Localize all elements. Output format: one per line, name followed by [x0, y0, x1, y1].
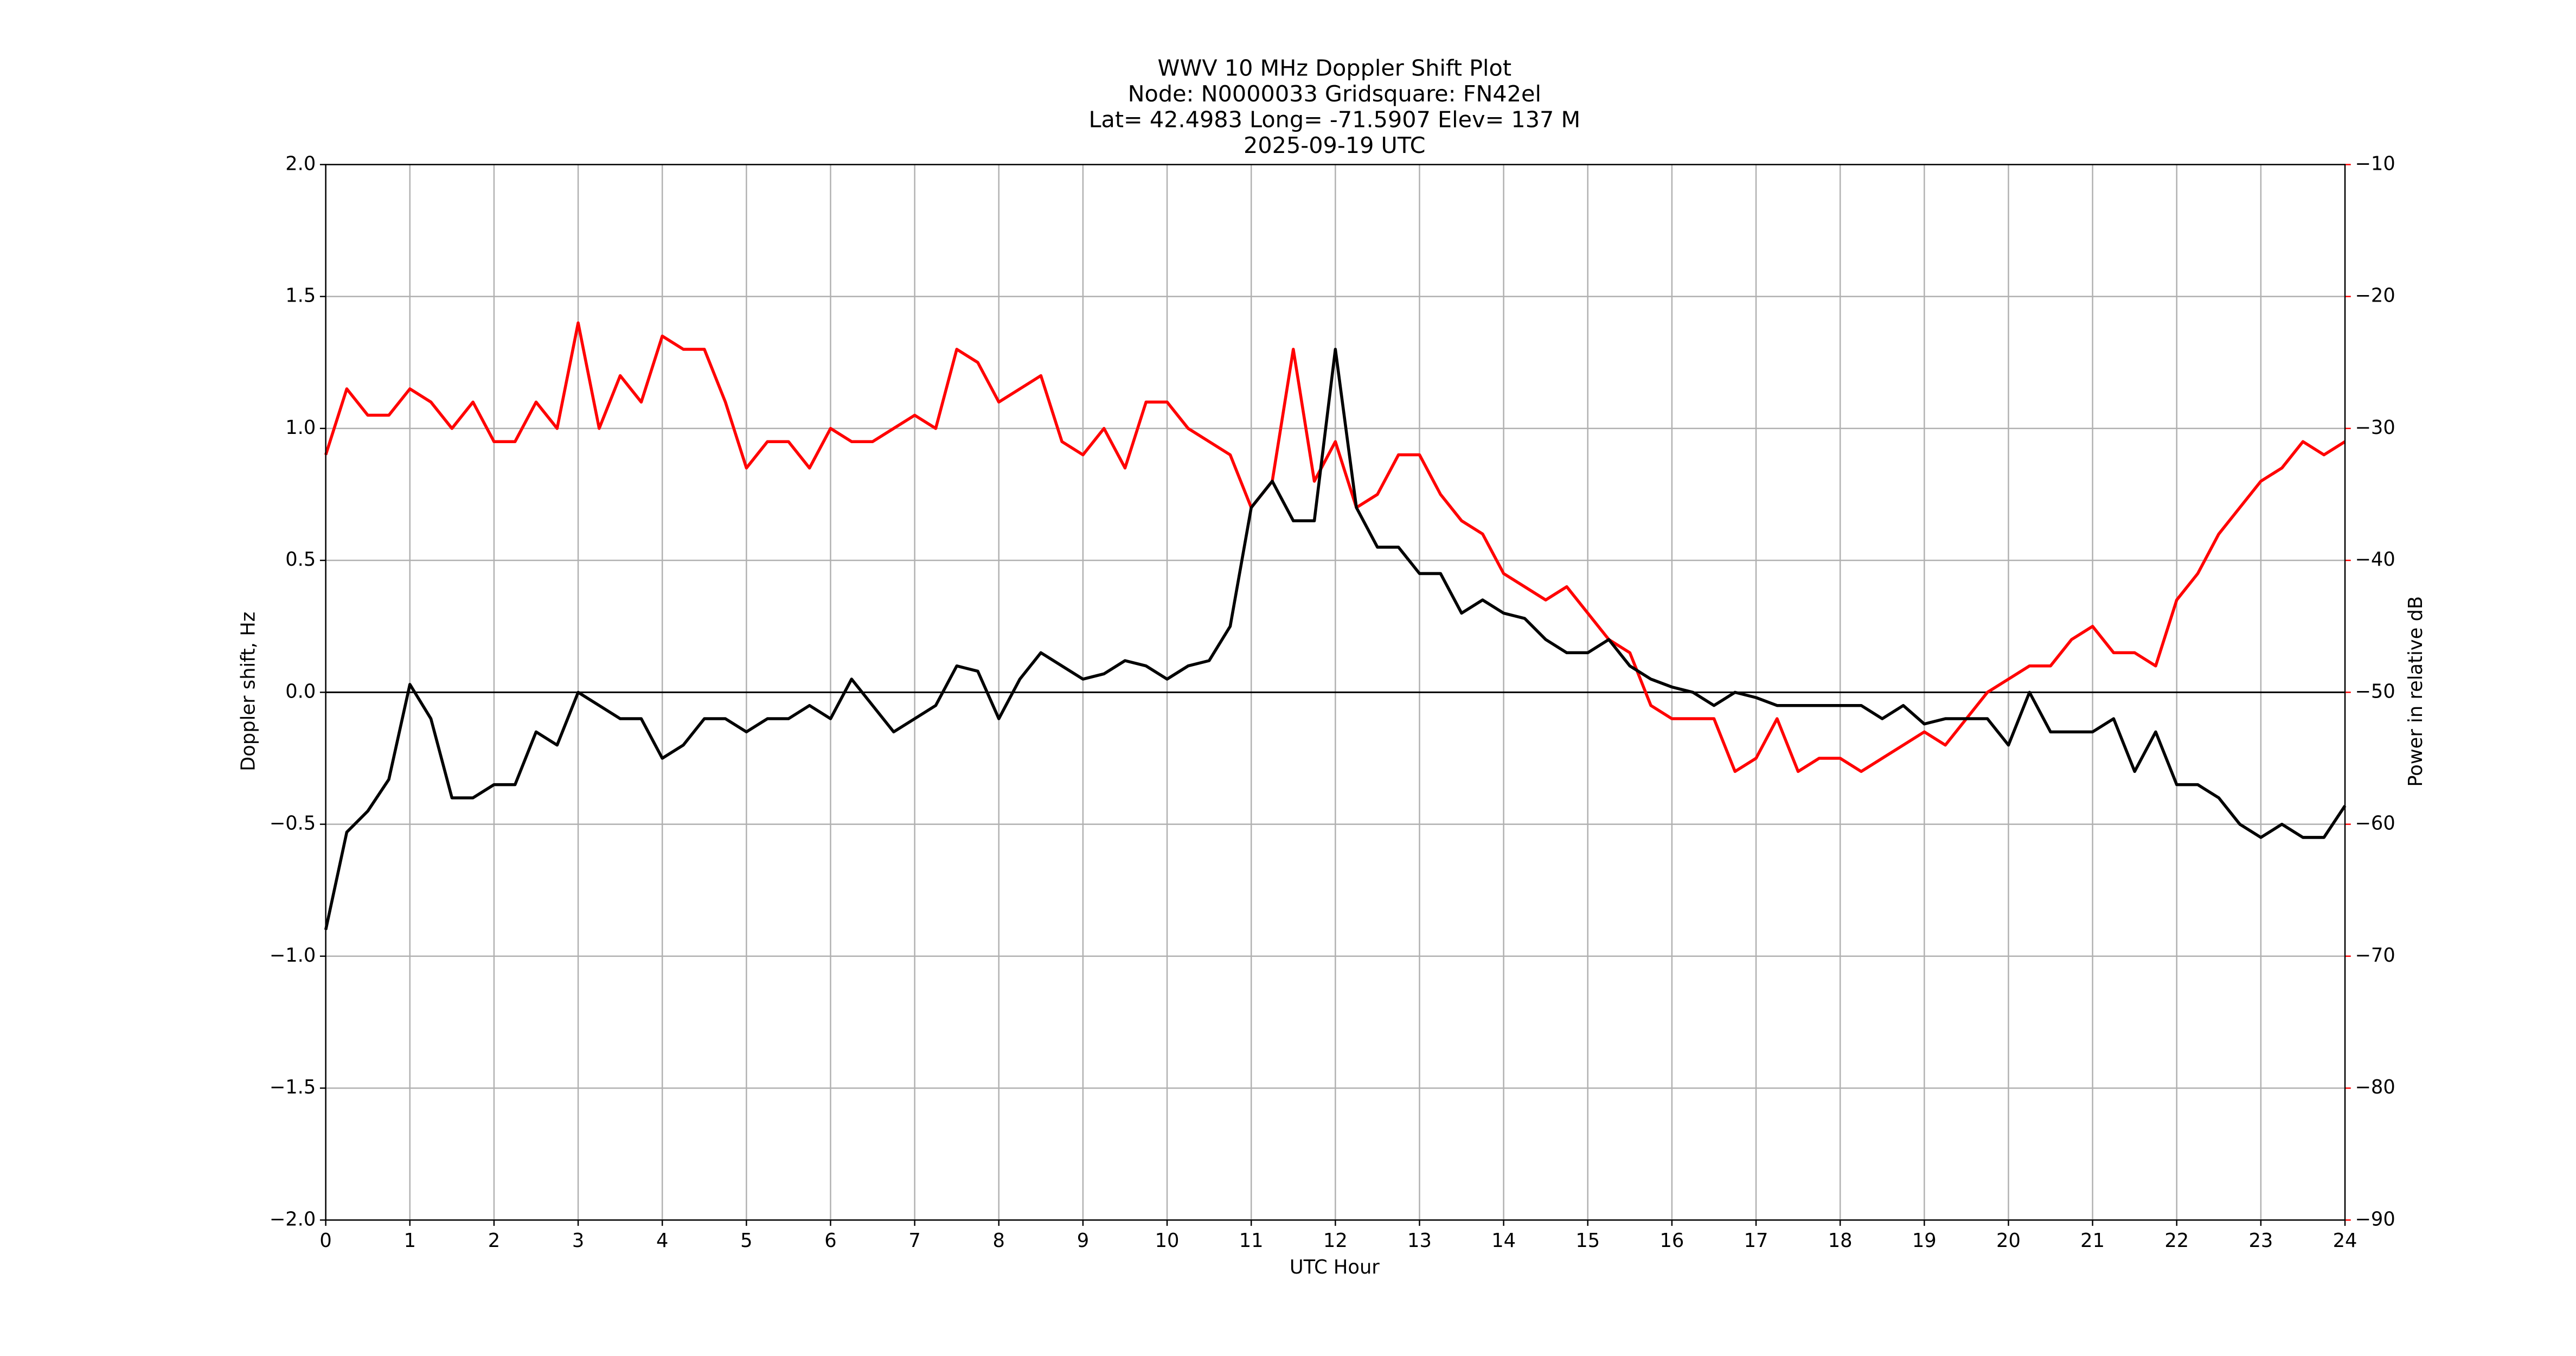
chart-subtitle: Lat= 42.4983 Long= -71.5907 Elev= 137 M: [1088, 107, 1580, 133]
x-tick-label: 5: [740, 1230, 752, 1252]
y-tick-label: −0.5: [270, 813, 316, 835]
x-tick-label: 19: [1912, 1230, 1937, 1252]
x-tick-label: 10: [1155, 1230, 1180, 1252]
y2-tick-label: −80: [2355, 1076, 2395, 1098]
x-tick-label: 22: [2164, 1230, 2189, 1252]
x-tick-label: 12: [1323, 1230, 1348, 1252]
x-tick-label: 16: [1659, 1230, 1684, 1252]
y2-tick-label: −50: [2355, 680, 2395, 702]
x-tick-label: 14: [1491, 1230, 1516, 1252]
x-tick-label: 1: [404, 1230, 416, 1252]
chart-subtitle: 2025-09-19 UTC: [1244, 132, 1426, 158]
x-tick-label: 24: [2333, 1230, 2357, 1252]
y-tick-label: 1.5: [285, 285, 316, 307]
y2-tick-label: −70: [2355, 944, 2395, 967]
x-tick-label: 18: [1828, 1230, 1853, 1252]
y2-tick-label: −90: [2355, 1208, 2395, 1230]
plot-frame: [325, 164, 2346, 1221]
y-tick-label: 1.0: [285, 417, 316, 439]
x-tick-label: 21: [2080, 1230, 2105, 1252]
y-tick-label: 0.0: [285, 680, 316, 702]
x-tick-label: 13: [1407, 1230, 1432, 1252]
y2-tick-label: −40: [2355, 548, 2395, 571]
x-tick-label: 7: [908, 1230, 920, 1252]
y-tick-label: 2.0: [285, 152, 316, 175]
y-tick-label: −1.5: [270, 1076, 316, 1098]
y-tick-label: 0.5: [285, 548, 316, 571]
x-tick-label: 8: [993, 1230, 1005, 1252]
series-line: [324, 321, 2346, 773]
x-tick-label: 2: [488, 1230, 500, 1252]
y2-tick-label: −30: [2355, 417, 2395, 439]
x-tick-label: 20: [1996, 1230, 2021, 1252]
x-tick-label: 4: [656, 1230, 668, 1252]
x-tick-label: 0: [319, 1230, 331, 1252]
y2-tick-label: −10: [2355, 152, 2395, 175]
y-axis-label: Doppler shift, Hz: [238, 612, 260, 771]
y-tick-label: −2.0: [270, 1208, 316, 1230]
series-line: [324, 348, 2347, 930]
x-axis-label: UTC Hour: [1290, 1256, 1380, 1278]
y-tick-label: −1.0: [270, 944, 316, 967]
chart-subtitle: Node: N0000033 Gridsquare: FN42el: [1128, 81, 1541, 107]
y2-tick-label: −20: [2355, 285, 2395, 307]
x-tick-label: 6: [824, 1230, 836, 1252]
x-tick-label: 3: [572, 1230, 584, 1252]
y2-axis-label: Power in relative dB: [2405, 596, 2427, 787]
x-tick-label: 17: [1744, 1230, 1768, 1252]
x-tick-label: 9: [1077, 1230, 1089, 1252]
x-tick-label: 23: [2248, 1230, 2273, 1252]
y2-tick-label: −60: [2355, 813, 2395, 835]
chart-title: WWV 10 MHz Doppler Shift Plot: [1158, 55, 1512, 81]
x-tick-label: 15: [1575, 1230, 1600, 1252]
x-tick-label: 11: [1239, 1230, 1264, 1252]
